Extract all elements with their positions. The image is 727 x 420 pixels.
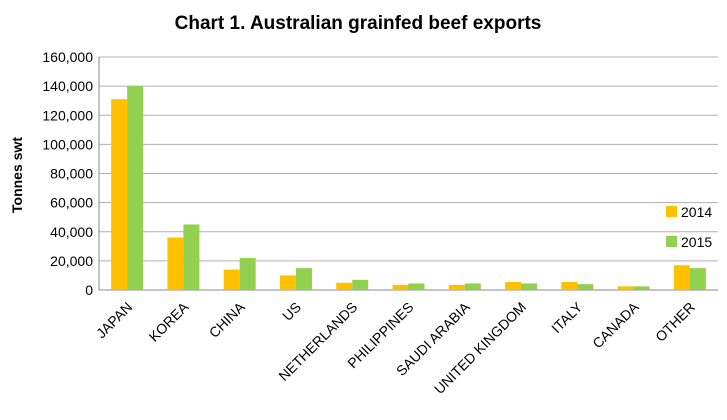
y-tick-label: 120,000 [42,107,93,123]
bar-2014-united-kingdom [505,281,522,290]
bar-2014-saudi-arabia [448,284,465,290]
y-tick-label: 100,000 [42,136,93,152]
bar-2014-canada [617,286,634,290]
bar-2015-netherlands [352,279,369,290]
y-tick-label: 40,000 [50,224,93,240]
bar-2015-other [689,268,706,290]
x-tick-label: US [279,299,304,324]
x-tick-label: JAPAN [93,299,135,341]
bar-2014-netherlands [336,282,353,290]
bar-2014-china [223,269,240,290]
bar-2015-canada [633,286,650,290]
legend-label-2014: 2014 [681,204,712,220]
bar-2015-united-kingdom [521,283,538,290]
bar-2014-other [673,265,690,290]
bar-2015-korea [183,224,200,290]
bar-2015-japan [127,86,144,290]
legend: 2014 2015 [666,204,712,250]
y-axis-label: Tonnes swt [9,137,25,213]
x-tick-label: CANADA [589,298,642,351]
x-tick-label: CHINA [206,298,249,341]
bar-2015-china [239,257,256,290]
x-tick-label: ITALY [548,298,586,336]
bar-2015-italy [577,284,594,290]
legend-swatch-2015 [666,236,677,247]
bar-2015-philippines [408,283,425,290]
bar-2014-japan [111,99,128,290]
x-axis-ticks: JAPAN KOREA CHINA USNETHERLANDSPHILIPPINESS… [93,298,698,397]
y-tick-label: 80,000 [50,166,93,182]
bar-2015-us [295,268,312,290]
bars [111,86,706,290]
x-tick-label: KOREA [146,298,192,344]
y-tick-label: 60,000 [50,195,93,211]
y-tick-label: 160,000 [42,49,93,65]
bar-2014-us [279,275,296,290]
legend-label-2015: 2015 [681,234,712,250]
bar-2014-italy [561,281,578,290]
gridlines [98,56,718,291]
legend-swatch-2014 [666,206,677,217]
bar-2014-philippines [392,284,409,290]
chart-title: Chart 1. Australian grainfed beef export… [175,13,542,34]
y-tick-label: 20,000 [50,253,93,269]
bar-2014-korea [167,237,184,290]
x-tick-label: OTHER [652,299,698,345]
y-axis-ticks: 0 20,000 40,000 60,000 80,000 100,000 120,000 1… [42,49,93,298]
bar-2015-saudi-arabia [464,283,481,290]
y-tick-label: 140,000 [42,78,93,94]
y-tick-label: 0 [85,282,93,298]
